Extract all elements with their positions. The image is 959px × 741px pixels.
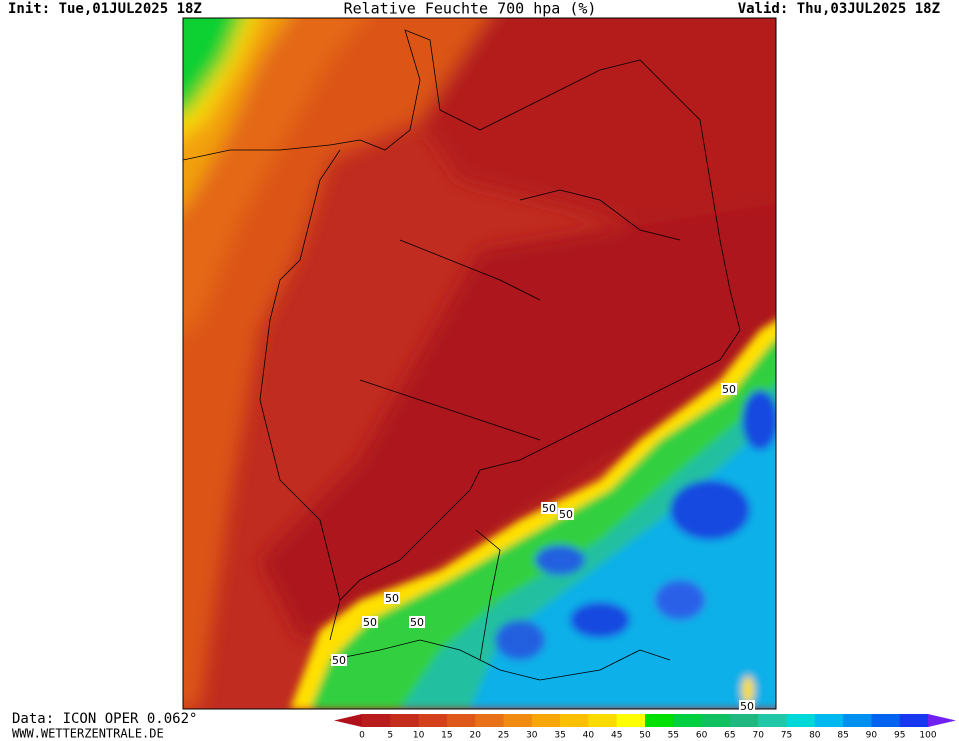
colorbar-tick-label: 5 (387, 731, 393, 741)
colorbar-tick-label: 50 (639, 731, 651, 741)
site-url: WWW.WETTERZENTRALE.DE (12, 727, 164, 741)
colorbar-tick-label: 40 (583, 731, 595, 741)
colorbar-tick-label: 15 (441, 731, 452, 741)
colorbar-tick-label: 95 (894, 731, 905, 741)
colorbar-swatch (645, 714, 674, 727)
contour-label: 50 (385, 592, 399, 605)
contour-label: 50 (722, 383, 736, 396)
colorbar-tick-label: 45 (611, 731, 622, 741)
contour-label: 50 (363, 616, 377, 629)
colorbar-tick-label: 30 (526, 731, 538, 741)
colorbar-tick-label: 70 (752, 731, 764, 741)
contour-label: 50 (559, 508, 573, 521)
contour-label-box (409, 616, 425, 628)
contour-label: 50 (542, 502, 556, 515)
colorbar-tick-label: 65 (724, 731, 735, 741)
contour-label-box (541, 502, 557, 514)
colorbar-swatch (390, 714, 420, 727)
colorbar-tick-label: 55 (668, 731, 679, 741)
colorbar-swatch (475, 714, 504, 727)
colorbar-swatch (418, 714, 448, 727)
colorbar-swatch (701, 714, 731, 727)
colorbar-swatch (446, 714, 476, 727)
borders (183, 29, 741, 681)
map-frame (182, 17, 777, 710)
colorbar-swatch (871, 714, 901, 727)
colorbar-swatch (786, 714, 816, 727)
colorbar-swatch (814, 714, 844, 727)
colorbar-swatch (531, 714, 561, 727)
contour-label: 50 (740, 700, 754, 713)
colorbar-tick-label: 10 (413, 731, 425, 741)
colorbar-swatch (843, 714, 872, 727)
colorbar-tick-label: 60 (696, 731, 708, 741)
colorbar-arrow-high (928, 714, 956, 727)
colorbar-swatch (503, 714, 533, 727)
colorbar-tick-label: 20 (469, 731, 481, 741)
contour-label-box (384, 592, 400, 604)
valid-label: Valid: Thu,03JUL2025 18Z (738, 1, 940, 17)
contour-label-box (362, 616, 378, 628)
colorbar-swatch (729, 714, 759, 727)
contour-label: 50 (332, 654, 346, 667)
colorbar-tick-label: 90 (866, 731, 878, 741)
colorbar-tick-label: 80 (809, 731, 821, 741)
contour-label-box (558, 508, 574, 520)
colorbar-tick-label: 85 (837, 731, 848, 741)
colorbar-tick-label: 25 (498, 731, 509, 741)
contour-label-box (331, 654, 347, 666)
colorbar-tick-label: 75 (781, 731, 792, 741)
colorbar-swatch (673, 714, 703, 727)
colorbar-tick-label: 35 (554, 731, 565, 741)
contour-label: 50 (410, 616, 424, 629)
colorbar-swatch (560, 714, 589, 727)
colorbar-tick-label: 0 (359, 731, 365, 741)
colorbar-swatch (899, 714, 929, 727)
contour-label-box (739, 700, 755, 712)
colorbar-arrow-low (334, 714, 362, 727)
colorbar-swatch (758, 714, 787, 727)
map-title: Relative Feuchte 700 hpa (%) (344, 0, 597, 18)
init-label: Init: Tue,01JUL2025 18Z (8, 1, 202, 17)
contour-label-box (721, 383, 737, 395)
map (183, 18, 776, 709)
colorbar-swatch (362, 714, 391, 727)
colorbar-tick-label: 100 (919, 731, 936, 741)
data-source: Data: ICON OPER 0.062° (12, 711, 197, 727)
colorbar-swatch (588, 714, 618, 727)
colorbar-swatch (616, 714, 646, 727)
